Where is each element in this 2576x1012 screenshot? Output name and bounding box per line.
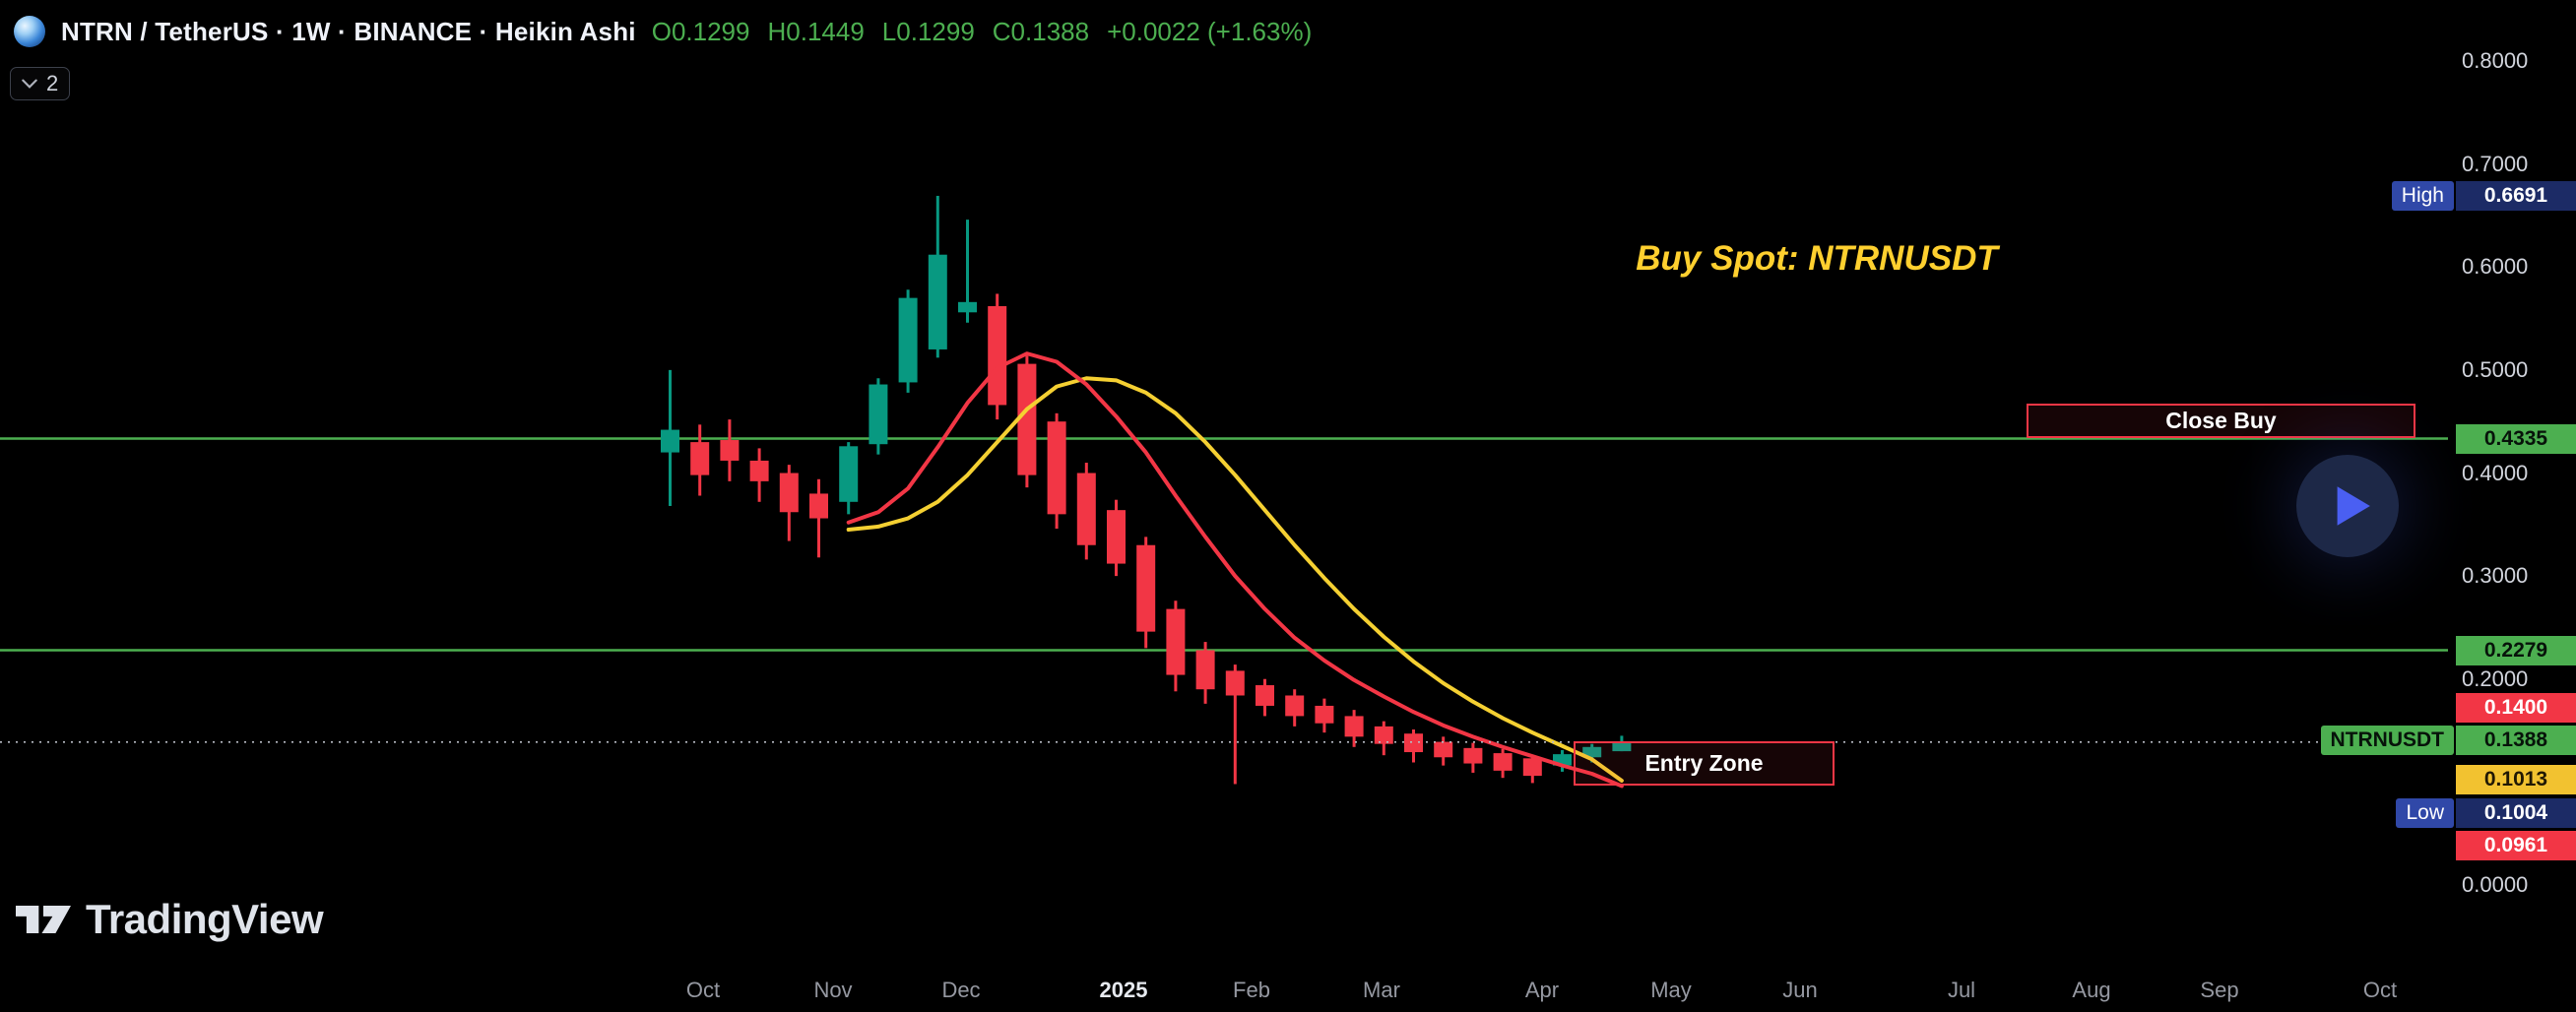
price-badge-zone-bottom: 0.0961 — [2456, 831, 2576, 860]
candle — [1136, 537, 1156, 649]
watermark-label: TradingView — [86, 896, 324, 942]
indicator-count: 2 — [46, 71, 59, 95]
candle — [1195, 642, 1215, 704]
tradingview-watermark[interactable]: TradingView — [16, 896, 324, 943]
tradingview-logo-icon — [16, 906, 71, 933]
time-axis-label: Dec — [941, 978, 981, 1002]
candle — [1522, 755, 1542, 784]
candle — [869, 378, 888, 455]
price-badge-high: High 0.6691 — [2391, 181, 2576, 211]
time-axis-label: Sep — [2200, 978, 2239, 1002]
price-tick: 0.8000 — [2462, 48, 2529, 73]
time-axis-label: Oct — [2362, 978, 2398, 1002]
candle — [1612, 735, 1632, 752]
price-badge-ma-slow: 0.1013 — [2456, 765, 2576, 794]
time-axis-label: Jun — [1782, 978, 1818, 1002]
ma-slow-line — [846, 376, 1624, 784]
ohlc-change: +0.0022 (+1.63%) — [1107, 16, 1313, 46]
time-axis-label: Feb — [1233, 978, 1270, 1002]
candle — [928, 195, 947, 358]
ohlc-close: C0.1388 — [992, 16, 1090, 46]
entry-zone-label: Entry Zone — [1644, 749, 1764, 776]
candle — [1315, 698, 1334, 733]
price-badge-current-price: NTRNUSDT 0.1388 — [2320, 726, 2576, 755]
price-tick: 0.6000 — [2462, 254, 2529, 280]
ohlc-low: L0.1299 — [881, 16, 975, 46]
play-icon — [2296, 455, 2399, 557]
candle — [1256, 678, 1274, 717]
candle — [1017, 355, 1037, 488]
candle — [1344, 710, 1364, 747]
ohlc-open: O0.1299 — [651, 16, 750, 46]
candle — [1582, 743, 1602, 763]
candle — [1434, 736, 1453, 766]
price-tick: 0.5000 — [2462, 356, 2529, 382]
time-axis-label: 2025 — [1099, 978, 1148, 1002]
candle — [1374, 721, 1393, 756]
ma-fast-line — [846, 351, 1624, 789]
time-axis[interactable]: Oct Nov Dec 2025 Feb Mar Apr May Jun Jul Aug Sep Oct — [0, 967, 2448, 1012]
candlestick-series — [661, 195, 1632, 785]
time-axis-label: Aug — [2072, 978, 2111, 1002]
candle — [749, 448, 769, 502]
candle — [1553, 749, 1572, 772]
price-badge-low: Low 0.1004 — [2396, 798, 2576, 828]
price-axis[interactable]: 0.8000 0.7000 0.6000 0.5000 0.4000 0.3000 0.20… — [2320, 0, 2576, 1012]
ohlc-high: H0.1449 — [767, 16, 865, 46]
chart-header: NTRN / TetherUS · 1W · BINANCE · Heikin … — [14, 16, 1312, 47]
price-tick: 0.7000 — [2462, 151, 2529, 176]
time-axis-label: Mar — [1363, 978, 1400, 1002]
price-tick: 0.2000 — [2462, 665, 2529, 691]
candle — [690, 424, 710, 496]
price-badge-zone-top: 0.1400 — [2456, 693, 2576, 723]
candle — [1107, 499, 1126, 577]
entry-zone-box[interactable]: Entry Zone — [1574, 740, 1835, 787]
price-tick: 0.3000 — [2462, 563, 2529, 589]
ohlc-values: O0.1299 H0.1449 L0.1299 C0.1388 +0.0022 … — [652, 17, 1313, 47]
buy-spot-annotation[interactable]: Buy Spot: NTRNUSDT — [1636, 239, 1998, 278]
price-badge-level-2279: 0.2279 — [2456, 636, 2576, 665]
candle — [958, 220, 977, 323]
price-tick: 0.4000 — [2462, 460, 2529, 485]
symbol-logo-icon — [14, 16, 45, 47]
indicator-legend-toggle[interactable]: 2 — [10, 67, 71, 100]
close-buy-box[interactable]: Close Buy — [2027, 404, 2415, 439]
symbol-title[interactable]: NTRN / TetherUS · 1W · BINANCE · Heikin … — [61, 16, 636, 46]
candle — [1493, 748, 1513, 779]
candle — [809, 478, 828, 558]
play-button[interactable] — [2296, 455, 2399, 557]
time-axis-label: Oct — [685, 978, 721, 1002]
candle — [779, 465, 799, 541]
candle — [720, 419, 740, 481]
time-axis-label: May — [1650, 978, 1692, 1002]
candle — [1285, 689, 1305, 727]
chevron-down-icon — [22, 79, 37, 89]
candle — [1404, 729, 1423, 763]
candle — [1166, 601, 1186, 692]
time-axis-label: Jul — [1947, 978, 1976, 1002]
candle — [1047, 412, 1066, 529]
candle — [898, 289, 918, 393]
candle — [839, 442, 859, 515]
candle — [988, 293, 1007, 420]
candle — [1076, 463, 1096, 560]
time-axis-label: Apr — [1524, 978, 1560, 1002]
candle — [1463, 742, 1483, 773]
candle — [1225, 664, 1245, 785]
close-buy-label: Close Buy — [2165, 408, 2277, 434]
time-axis-label: Nov — [813, 978, 853, 1002]
price-badge-level-4335: 0.4335 — [2456, 424, 2576, 454]
candle — [661, 369, 679, 506]
price-tick: 0.0000 — [2462, 872, 2529, 897]
